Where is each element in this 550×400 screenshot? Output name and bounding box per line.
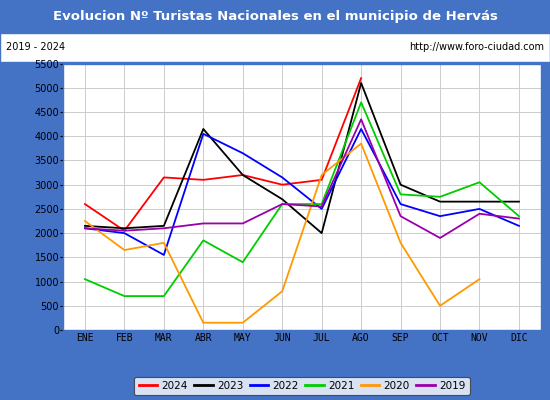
Text: http://www.foro-ciudad.com: http://www.foro-ciudad.com (410, 42, 544, 52)
Text: 2019 - 2024: 2019 - 2024 (6, 42, 65, 52)
Legend: 2024, 2023, 2022, 2021, 2020, 2019: 2024, 2023, 2022, 2021, 2020, 2019 (134, 376, 470, 395)
Text: Evolucion Nº Turistas Nacionales en el municipio de Hervás: Evolucion Nº Turistas Nacionales en el m… (53, 10, 497, 23)
